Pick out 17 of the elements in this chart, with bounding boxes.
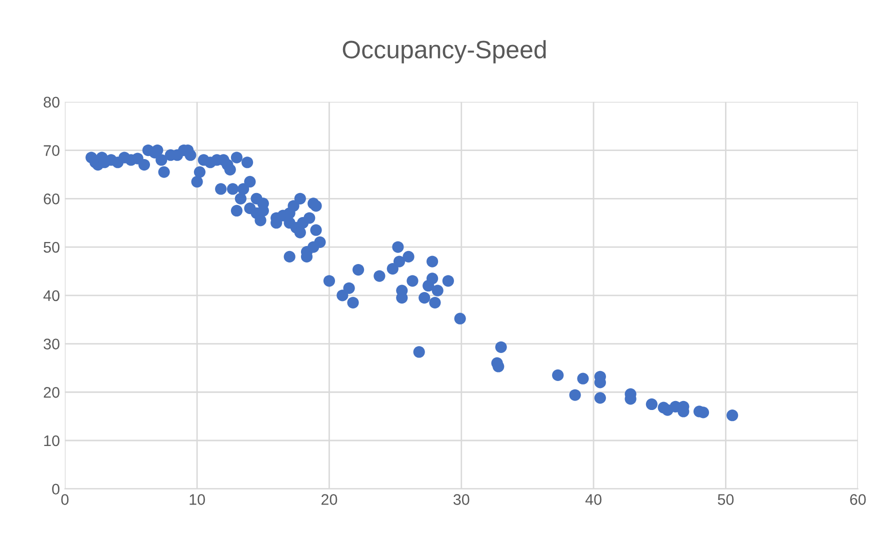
y-tick-label: 10 (44, 435, 60, 446)
x-tick-label: 20 (322, 494, 338, 505)
y-tick-label: 70 (44, 145, 60, 156)
y-tick-label: 60 (44, 194, 60, 204)
y-tick-label: 80 (44, 96, 60, 108)
y-tick-label: 20 (44, 386, 60, 398)
x-tick-label: 30 (453, 494, 470, 505)
x-tick-label: 40 (585, 494, 602, 505)
x-tick-label: 50 (718, 494, 734, 505)
chart-title: Occupancy-Speed (342, 40, 546, 64)
y-tick-label: 50 (44, 242, 60, 253)
x-tick-label: 0 (61, 494, 69, 505)
y-tick-label: 40 (43, 290, 60, 302)
x-tick-label: 10 (190, 494, 205, 505)
x-tick-label: 60 (850, 494, 866, 505)
y-tick-label: 0 (52, 484, 60, 495)
y-tick-label: 30 (44, 338, 60, 350)
